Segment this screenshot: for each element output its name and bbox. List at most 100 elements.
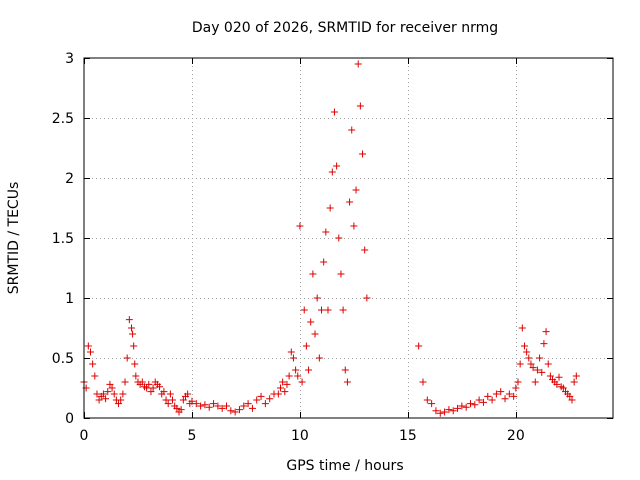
- y-tick-label: 1: [65, 291, 74, 307]
- data-point: [145, 380, 153, 388]
- data-point: [546, 372, 554, 380]
- data-point: [177, 406, 185, 414]
- data-point: [128, 324, 136, 332]
- data-point: [244, 400, 252, 408]
- data-point: [510, 392, 518, 400]
- data-point: [505, 390, 513, 398]
- data-point: [253, 396, 261, 404]
- data-point: [115, 400, 123, 408]
- y-tick-label: 2: [65, 171, 74, 187]
- data-point: [129, 330, 137, 338]
- data-point: [350, 222, 358, 230]
- data-point: [415, 342, 423, 350]
- data-point: [354, 60, 362, 68]
- data-point: [529, 364, 537, 372]
- data-point: [544, 360, 552, 368]
- data-point: [143, 384, 151, 392]
- data-point: [130, 342, 138, 350]
- data-point: [449, 407, 457, 415]
- data-point: [315, 354, 323, 362]
- data-point: [462, 403, 470, 411]
- data-point: [361, 246, 369, 254]
- data-point: [337, 270, 345, 278]
- data-point: [108, 384, 116, 392]
- plot-frame: [83, 57, 614, 419]
- data-point: [538, 368, 546, 376]
- data-point: [516, 360, 524, 368]
- data-point: [318, 306, 326, 314]
- data-point: [214, 402, 222, 410]
- data-point: [173, 404, 181, 412]
- data-point: [298, 378, 306, 386]
- data-point: [341, 366, 349, 374]
- data-point: [188, 397, 196, 405]
- data-point: [160, 388, 168, 396]
- data-point: [566, 392, 574, 400]
- data-point: [531, 378, 539, 386]
- data-point: [294, 372, 302, 380]
- data-point: [423, 396, 431, 404]
- y-tick-label: 3: [65, 51, 74, 67]
- tick-labels: 0 5 10 15 20 0 0.5 1 1.5 2 2.5 3: [52, 51, 525, 444]
- data-point: [257, 392, 265, 400]
- data-point: [339, 306, 347, 314]
- y-tick-label: 1.5: [52, 231, 74, 247]
- data-point: [131, 360, 139, 368]
- data-series-srmtid: [80, 60, 580, 417]
- data-point: [419, 378, 427, 386]
- data-point: [287, 348, 295, 356]
- data-point: [240, 402, 248, 410]
- data-point: [484, 392, 492, 400]
- data-point: [471, 401, 479, 409]
- data-point: [95, 396, 103, 404]
- data-point: [307, 318, 315, 326]
- data-point: [572, 372, 580, 380]
- x-tick-label: 10: [291, 428, 309, 444]
- chart-title: Day 020 of 2026, SRMTID for receiver nrm…: [192, 20, 498, 36]
- data-point: [348, 126, 356, 134]
- data-point: [125, 316, 133, 324]
- data-point: [201, 401, 209, 409]
- data-point: [466, 400, 474, 408]
- data-point: [223, 402, 231, 410]
- data-point: [568, 396, 576, 404]
- data-point: [289, 354, 297, 362]
- data-point: [343, 378, 351, 386]
- data-point: [110, 390, 118, 398]
- data-point: [292, 366, 300, 374]
- data-point: [184, 390, 192, 398]
- data-point: [518, 324, 526, 332]
- data-point: [570, 378, 578, 386]
- data-point: [169, 396, 177, 404]
- data-point: [119, 390, 127, 398]
- data-point: [149, 384, 157, 392]
- x-tick-label: 20: [507, 428, 525, 444]
- data-point: [121, 378, 129, 386]
- data-point: [156, 383, 164, 391]
- data-point: [553, 380, 561, 388]
- grid-lines: [84, 58, 613, 418]
- data-point: [523, 348, 531, 356]
- data-point: [210, 400, 218, 408]
- data-point: [117, 396, 125, 404]
- data-point: [559, 384, 567, 392]
- data-point: [281, 388, 289, 396]
- x-tick-label: 0: [80, 428, 89, 444]
- x-tick-label: 15: [399, 428, 417, 444]
- data-point: [166, 390, 174, 398]
- data-point: [305, 366, 313, 374]
- y-tick-label: 0: [65, 411, 74, 427]
- data-point: [276, 384, 284, 392]
- data-point: [322, 228, 330, 236]
- data-point: [533, 366, 541, 374]
- data-point: [227, 407, 235, 415]
- data-point: [542, 328, 550, 336]
- data-point: [266, 395, 274, 403]
- data-point: [162, 396, 170, 404]
- data-point: [356, 102, 364, 110]
- data-point: [501, 395, 509, 403]
- data-point: [555, 373, 563, 381]
- data-point: [93, 390, 101, 398]
- data-point: [84, 342, 92, 350]
